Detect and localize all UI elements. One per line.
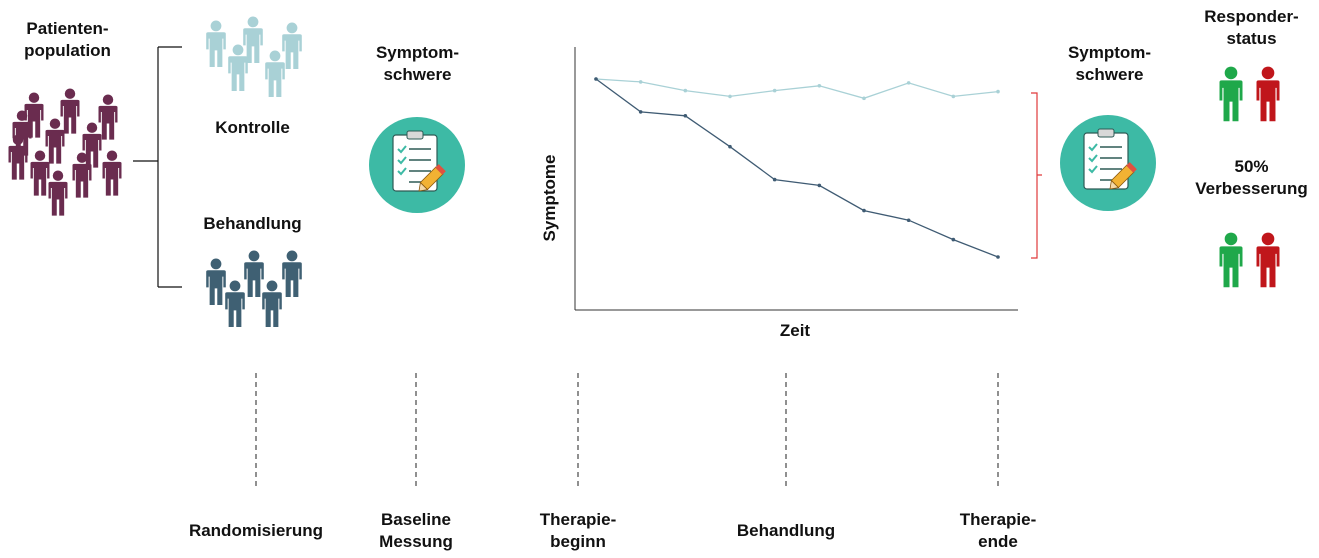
data-point (638, 110, 643, 114)
person-icon (30, 150, 50, 196)
person-icon (243, 16, 263, 64)
data-point (772, 88, 777, 93)
person-icon (206, 20, 226, 68)
data-point (817, 183, 822, 188)
person-icon (1256, 66, 1280, 122)
responder-status-label: Responder-status (1204, 7, 1299, 48)
data-point (996, 89, 1000, 94)
person-icon (1256, 232, 1280, 288)
person-icon (82, 122, 102, 168)
person-icon (60, 88, 80, 134)
timeline-label-randomization: Randomisierung (188, 521, 324, 540)
person-icon (262, 280, 282, 328)
data-point (862, 208, 866, 213)
person-icon (282, 22, 302, 70)
symptom-severity-label-right: Symptom-schwere (1067, 43, 1152, 84)
person-icon (1219, 66, 1243, 122)
person-icon (228, 44, 248, 92)
person-icon (102, 150, 122, 196)
data-point (683, 88, 688, 93)
difference-bracket (1031, 92, 1042, 259)
data-point (728, 94, 732, 99)
data-point (951, 237, 956, 242)
person-icon (48, 170, 68, 216)
data-point (906, 218, 911, 223)
timeline-label-baseline: Baseline Messung (379, 510, 453, 551)
data-point (683, 113, 688, 118)
series-line-1 (595, 78, 999, 258)
data-point (951, 94, 956, 99)
timeline-label-therapy-start: Therapie-beginn (539, 510, 617, 551)
population-label: Patienten-population (24, 19, 111, 60)
responder-figures (1219, 66, 1280, 288)
data-point (817, 83, 822, 88)
pencil-icon (418, 164, 446, 192)
person-icon (8, 134, 28, 180)
x-axis-label: Zeit (779, 321, 811, 340)
data-point (862, 96, 866, 101)
person-icon (1219, 232, 1243, 288)
person-icon (244, 250, 264, 298)
people-group-icon (206, 16, 302, 98)
people-group-icon (8, 88, 122, 216)
person-icon (45, 118, 65, 164)
timeline-label-therapy-end: Therapie-ende (959, 510, 1037, 551)
improvement-label: 50% Verbesserung (1195, 157, 1308, 198)
person-icon (98, 94, 118, 140)
person-icon (282, 250, 302, 298)
control-label: Kontrolle (215, 118, 290, 137)
symptom-severity-label-left: Symptom-schwere (375, 43, 460, 84)
treatment-label: Behandlung (203, 214, 302, 233)
person-icon (265, 50, 285, 98)
people-group-icon (206, 250, 302, 328)
data-point (996, 255, 1000, 259)
timeline-label-treatment: Behandlung (736, 521, 836, 540)
person-icon (206, 258, 226, 306)
data-point (772, 177, 777, 182)
data-point (638, 80, 643, 84)
data-point (728, 144, 732, 149)
data-point (906, 81, 911, 85)
series-line-0 (595, 78, 999, 99)
pencil-icon (1109, 162, 1137, 190)
data-point (594, 77, 598, 81)
person-icon (225, 280, 245, 328)
person-icon (72, 152, 92, 198)
